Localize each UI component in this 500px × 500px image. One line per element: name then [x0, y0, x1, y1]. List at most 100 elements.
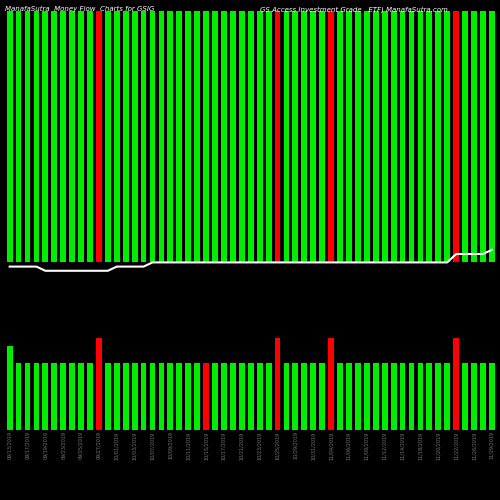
Bar — [375, 11, 376, 262]
Bar — [168, 11, 173, 262]
Bar — [436, 363, 441, 430]
Bar — [284, 363, 290, 430]
Bar — [268, 11, 269, 262]
Bar — [221, 11, 227, 262]
Bar — [116, 11, 117, 262]
Bar — [42, 11, 48, 262]
Bar — [444, 363, 450, 430]
Bar — [390, 11, 396, 262]
Bar — [114, 363, 119, 430]
Bar — [366, 11, 368, 262]
Bar — [152, 11, 153, 262]
Bar — [274, 11, 280, 262]
Bar — [123, 363, 128, 430]
Bar — [150, 11, 156, 262]
Bar — [221, 363, 227, 430]
Bar — [312, 11, 314, 262]
Bar — [408, 11, 414, 262]
Bar — [140, 11, 146, 262]
Bar — [158, 363, 164, 430]
Text: ManafaSutra  Money Flow  Charts for GSIG: ManafaSutra Money Flow Charts for GSIG — [5, 6, 154, 12]
Bar — [176, 11, 182, 262]
Bar — [125, 11, 126, 262]
Bar — [426, 11, 432, 262]
Bar — [239, 363, 244, 430]
Bar — [438, 11, 439, 262]
Bar — [292, 11, 298, 262]
Bar — [337, 11, 343, 262]
Bar — [274, 338, 280, 430]
Bar — [62, 11, 64, 262]
Bar — [471, 363, 477, 430]
Bar — [54, 11, 55, 262]
Bar — [196, 11, 198, 262]
Bar — [320, 363, 325, 430]
Bar — [482, 11, 484, 262]
Bar — [266, 11, 272, 262]
Bar — [328, 11, 334, 262]
Bar — [52, 11, 57, 262]
Bar — [212, 11, 218, 262]
Bar — [18, 11, 19, 262]
Bar — [408, 363, 414, 430]
Bar — [87, 11, 93, 262]
Bar — [239, 11, 244, 262]
Bar — [464, 11, 466, 262]
Bar — [60, 363, 66, 430]
Bar — [176, 363, 182, 430]
Bar — [16, 11, 22, 262]
Bar — [168, 363, 173, 430]
Bar — [373, 11, 378, 262]
Bar — [27, 11, 28, 262]
Bar — [6, 11, 12, 262]
Bar — [179, 11, 180, 262]
Text: GS Access Investment Grade   ETF) ManafaSutra.com: GS Access Investment Grade ETF) ManafaSu… — [260, 6, 448, 12]
Bar — [114, 11, 119, 262]
Bar — [70, 363, 75, 430]
Bar — [302, 11, 307, 262]
Bar — [462, 363, 468, 430]
Bar — [320, 11, 325, 262]
Bar — [105, 11, 111, 262]
Bar — [87, 363, 93, 430]
Bar — [402, 11, 403, 262]
Bar — [382, 11, 388, 262]
Bar — [9, 11, 10, 262]
Bar — [24, 11, 30, 262]
Bar — [328, 338, 334, 430]
Bar — [45, 11, 46, 262]
Bar — [355, 363, 361, 430]
Bar — [194, 363, 200, 430]
Bar — [462, 11, 468, 262]
Bar — [98, 11, 100, 262]
Bar — [214, 11, 216, 262]
Bar — [302, 363, 307, 430]
Bar — [132, 363, 138, 430]
Bar — [277, 11, 278, 262]
Bar — [158, 11, 164, 262]
Bar — [480, 11, 486, 262]
Bar — [384, 11, 385, 262]
Bar — [295, 11, 296, 262]
Bar — [80, 11, 82, 262]
Bar — [52, 363, 57, 430]
Bar — [232, 11, 234, 262]
Bar — [70, 11, 75, 262]
Bar — [203, 363, 209, 430]
Bar — [16, 363, 22, 430]
Bar — [36, 11, 37, 262]
Bar — [257, 11, 262, 262]
Bar — [34, 363, 40, 430]
Bar — [420, 11, 421, 262]
Bar — [96, 11, 102, 262]
Bar — [186, 363, 191, 430]
Bar — [355, 11, 361, 262]
Bar — [489, 11, 495, 262]
Bar — [364, 11, 370, 262]
Bar — [382, 363, 388, 430]
Bar — [150, 363, 156, 430]
Bar — [78, 363, 84, 430]
Bar — [257, 363, 262, 430]
Bar — [304, 11, 305, 262]
Bar — [266, 363, 272, 430]
